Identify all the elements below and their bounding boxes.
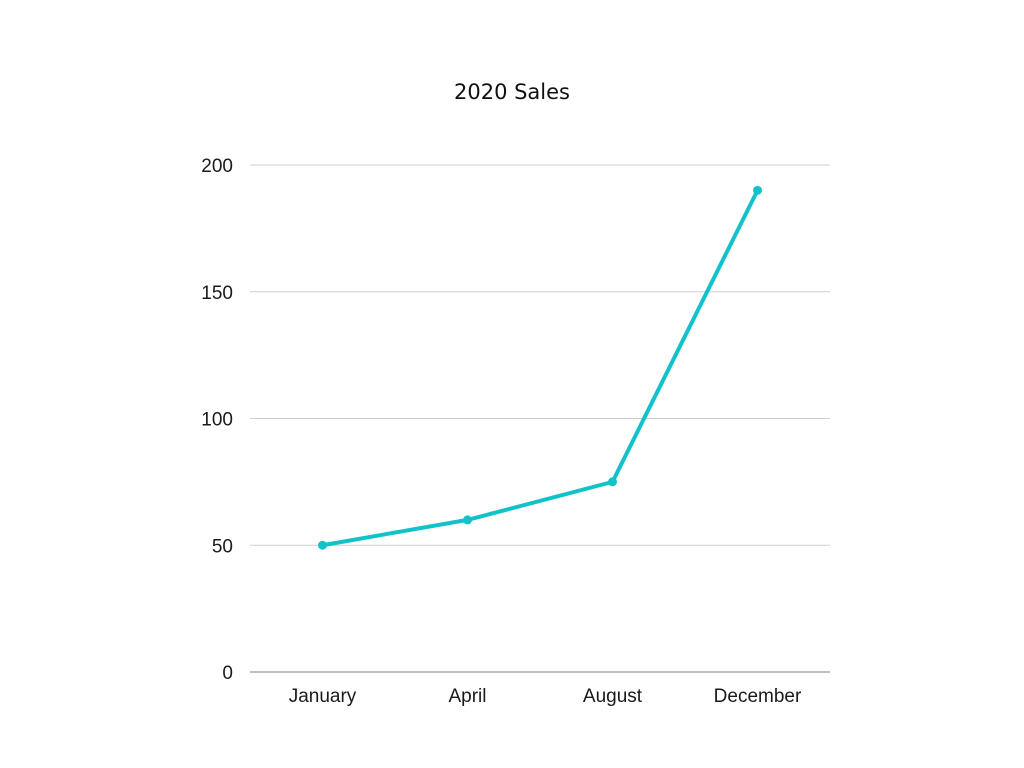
y-tick-label: 100 — [201, 410, 233, 431]
x-tick-label: January — [289, 686, 357, 707]
y-axis-tick-labels: 0 50 100 150 200 — [201, 156, 233, 684]
data-point — [753, 185, 762, 195]
y-tick-label: 50 — [212, 536, 233, 557]
data-point — [608, 477, 617, 487]
y-tick-label: 150 — [201, 283, 233, 304]
x-axis-tick-labels: January April August December — [289, 686, 802, 707]
chart-title: 2020 Sales — [454, 80, 570, 104]
x-tick-label: August — [583, 686, 643, 707]
y-tick-label: 200 — [201, 156, 233, 177]
data-point — [318, 540, 327, 550]
series-line — [320, 188, 760, 548]
gridlines — [250, 164, 830, 673]
x-tick-label: April — [448, 686, 486, 707]
data-point — [463, 515, 472, 525]
series-layer — [318, 185, 762, 550]
y-tick-label: 0 — [222, 663, 233, 684]
x-tick-label: December — [714, 686, 802, 707]
